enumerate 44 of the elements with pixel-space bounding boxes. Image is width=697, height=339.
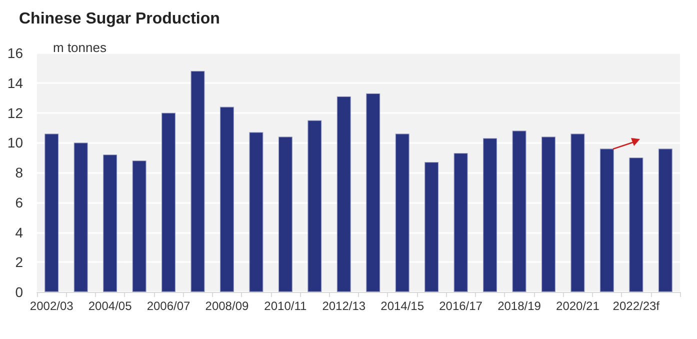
y-tick-label: 6 — [15, 194, 24, 210]
y-axis-title: m tonnes — [53, 40, 107, 55]
x-tick-label: 2018/19 — [498, 299, 542, 313]
y-tick-label: 12 — [7, 104, 24, 121]
bar — [190, 70, 205, 292]
y-tick-label: 0 — [15, 284, 24, 300]
bar — [483, 138, 498, 292]
bar — [249, 132, 264, 292]
bar — [395, 134, 410, 292]
x-tick-label: 2010/11 — [264, 299, 307, 313]
x-tick-label: 2008/09 — [205, 299, 249, 313]
y-tick-label: 2 — [15, 254, 24, 270]
chart-title: Chinese Sugar Production — [19, 10, 220, 28]
y-tick-label: 16 — [7, 45, 24, 61]
bar — [103, 154, 118, 292]
bar — [658, 148, 672, 292]
bar — [132, 160, 146, 292]
y-tick-label: 10 — [7, 134, 24, 151]
x-tick-label: 2014/15 — [380, 299, 424, 313]
bar — [308, 120, 322, 292]
bar — [570, 134, 585, 292]
x-tick-label: 2020/21 — [556, 299, 600, 313]
bar — [74, 142, 88, 292]
x-tick-label: 2022/23f — [612, 299, 660, 313]
bar — [162, 112, 176, 292]
bar — [600, 148, 614, 292]
y-tick-label: 4 — [15, 224, 24, 240]
y-tick-label: 14 — [7, 74, 24, 91]
bar — [44, 134, 59, 292]
bar — [512, 130, 526, 292]
bar — [629, 158, 644, 292]
bar — [424, 162, 439, 292]
x-tick-label: 2004/05 — [88, 299, 132, 313]
x-tick-label: 2012/13 — [322, 299, 366, 313]
bar — [220, 106, 234, 292]
x-tick-label: 2002/03 — [30, 299, 74, 313]
bar — [278, 136, 292, 292]
y-tick-label: 8 — [15, 164, 24, 180]
x-tick-label: 2016/17 — [439, 299, 483, 313]
x-tick-label: 2006/07 — [146, 299, 191, 313]
bar — [366, 93, 380, 292]
bar — [541, 136, 556, 292]
bar — [336, 96, 351, 292]
bar — [454, 153, 468, 292]
